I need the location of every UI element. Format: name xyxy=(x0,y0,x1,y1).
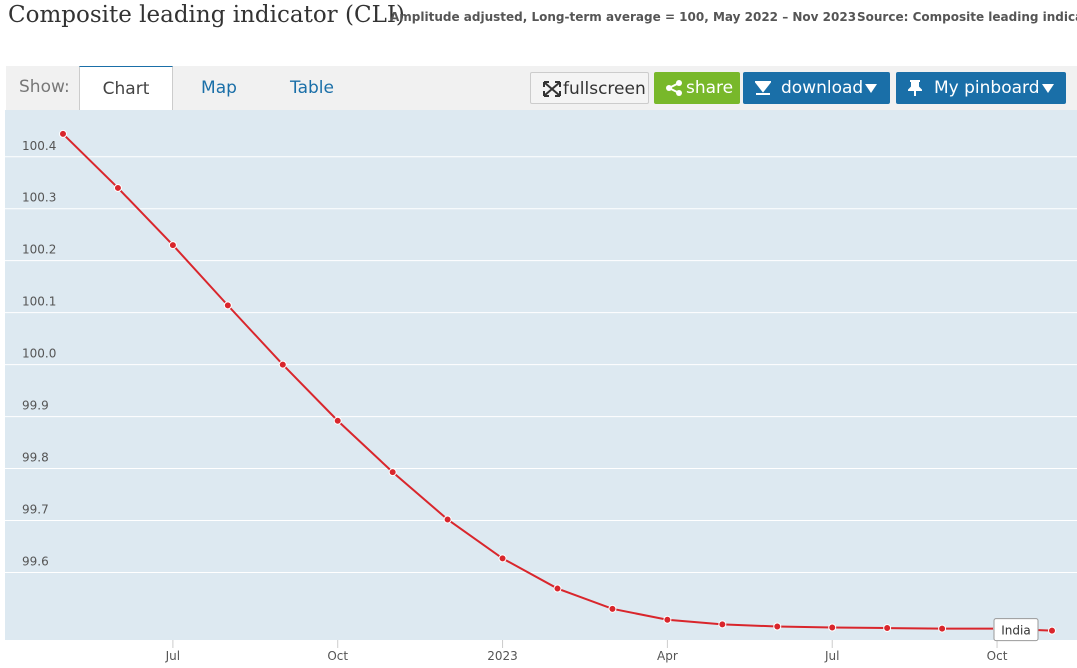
y-tick-label: 100.1 xyxy=(22,295,56,309)
label: share xyxy=(686,78,734,98)
series-label: India xyxy=(1001,624,1030,638)
subtitle: Amplitude adjusted, Long-term average = … xyxy=(390,10,857,24)
x-tick-label: Oct xyxy=(987,649,1008,663)
y-tick-label: 100.3 xyxy=(22,191,56,205)
x-tick-label: Apr xyxy=(657,649,678,663)
icon xyxy=(666,80,682,96)
y-tick-label: 99.6 xyxy=(22,554,49,568)
point xyxy=(773,622,782,631)
y-tick-label: 100.0 xyxy=(22,347,56,361)
point xyxy=(553,584,562,593)
y-tick-label: 99.8 xyxy=(22,451,49,465)
label: fullscreen xyxy=(563,79,646,99)
x-tick-label: Jul xyxy=(824,649,839,663)
y-tick-label: 99.9 xyxy=(22,399,49,413)
title: Composite leading indicator (CLI) xyxy=(8,2,405,28)
y-tick-label: 100.4 xyxy=(22,139,56,153)
point xyxy=(938,624,947,633)
x-tick-label: Jul xyxy=(165,649,180,663)
label: download xyxy=(781,78,864,98)
y-tick-label: 100.2 xyxy=(22,243,56,257)
chart: 99.6 99.7 99.8 99.9 100.0 100.1 100.2 100.3 100.… xyxy=(5,110,1077,663)
point xyxy=(663,615,672,624)
icon xyxy=(755,81,771,95)
label-box xyxy=(993,618,1039,642)
toolbar: Show: Chart Map Table fullscreen share d… xyxy=(6,66,1077,112)
point xyxy=(333,416,342,425)
tab[interactable]: Map xyxy=(201,78,237,98)
tab[interactable]: Chart xyxy=(79,66,173,112)
caret xyxy=(1042,84,1054,93)
point xyxy=(388,468,397,477)
plot-background xyxy=(5,110,1077,640)
point xyxy=(828,623,837,632)
show-label: Show: xyxy=(19,77,70,97)
icon xyxy=(908,80,922,96)
point xyxy=(1048,626,1056,635)
share-button[interactable]: share xyxy=(654,72,740,104)
pinboard-button[interactable]: My pinboard xyxy=(896,72,1066,104)
fullscreen-button[interactable]: fullscreen xyxy=(530,72,649,104)
icon xyxy=(543,81,561,97)
point xyxy=(883,624,892,633)
point xyxy=(718,620,727,629)
y-tick-label: 99.7 xyxy=(22,502,49,516)
caret xyxy=(865,84,877,93)
point xyxy=(223,301,232,310)
x-tick-label: Oct xyxy=(327,649,348,663)
point xyxy=(168,241,177,250)
point xyxy=(278,360,287,369)
download-button[interactable]: download xyxy=(743,72,890,104)
x-tick-label: 2023 xyxy=(487,649,518,663)
point xyxy=(59,129,67,138)
point xyxy=(498,554,507,563)
point xyxy=(113,183,122,192)
source: Source: Composite leading indicators xyxy=(857,10,1077,24)
point xyxy=(443,515,452,524)
point xyxy=(608,604,617,613)
label: My pinboard xyxy=(934,78,1040,98)
tab[interactable]: Table xyxy=(290,78,334,98)
